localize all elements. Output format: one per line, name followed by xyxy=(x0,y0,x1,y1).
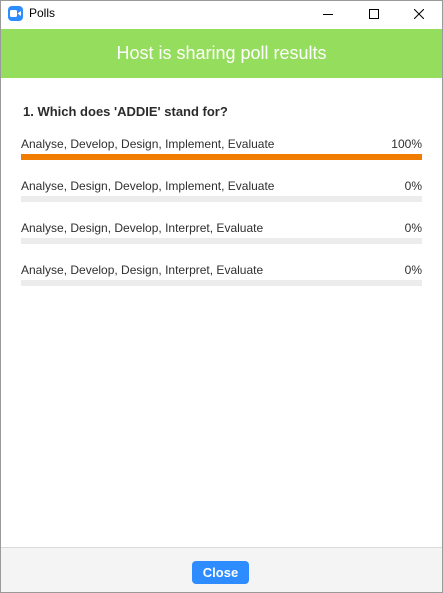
title-bar[interactable]: Polls xyxy=(1,1,442,27)
poll-option-result: Analyse, Develop, Design, Implement, Eva… xyxy=(21,137,422,167)
banner-text: Host is sharing poll results xyxy=(116,43,327,63)
option-label: Analyse, Design, Develop, Interpret, Eva… xyxy=(21,221,264,235)
option-percent: 0% xyxy=(404,221,422,235)
maximize-icon xyxy=(369,9,379,19)
option-percent: 0% xyxy=(404,263,422,277)
result-bar-track xyxy=(21,196,422,202)
poll-option-result: Analyse, Develop, Design, Interpret, Eva… xyxy=(21,263,422,293)
result-bar-track xyxy=(21,154,422,160)
poll-option-result: Analyse, Design, Develop, Interpret, Eva… xyxy=(21,221,422,251)
zoom-camera-icon xyxy=(8,6,23,21)
window-title: Polls xyxy=(29,6,56,20)
close-window-button[interactable] xyxy=(396,1,442,27)
close-icon xyxy=(414,9,424,19)
minimize-button[interactable] xyxy=(305,1,351,27)
maximize-button[interactable] xyxy=(351,1,397,27)
result-bar-track xyxy=(21,280,422,286)
option-label: Analyse, Develop, Design, Implement, Eva… xyxy=(21,137,275,151)
footer-bar: Close xyxy=(1,547,442,592)
option-label: Analyse, Develop, Design, Interpret, Eva… xyxy=(21,263,264,277)
option-label: Analyse, Design, Develop, Implement, Eva… xyxy=(21,179,275,193)
result-bar-fill xyxy=(21,154,422,160)
minimize-icon xyxy=(323,14,333,15)
option-percent: 0% xyxy=(404,179,422,193)
close-button[interactable]: Close xyxy=(192,561,249,584)
poll-option-result: Analyse, Design, Develop, Implement, Eva… xyxy=(21,179,422,209)
option-percent: 100% xyxy=(391,137,422,151)
result-bar-track xyxy=(21,238,422,244)
poll-question: 1. Which does 'ADDIE' stand for? xyxy=(23,104,228,119)
poll-status-banner: Host is sharing poll results xyxy=(1,29,442,78)
